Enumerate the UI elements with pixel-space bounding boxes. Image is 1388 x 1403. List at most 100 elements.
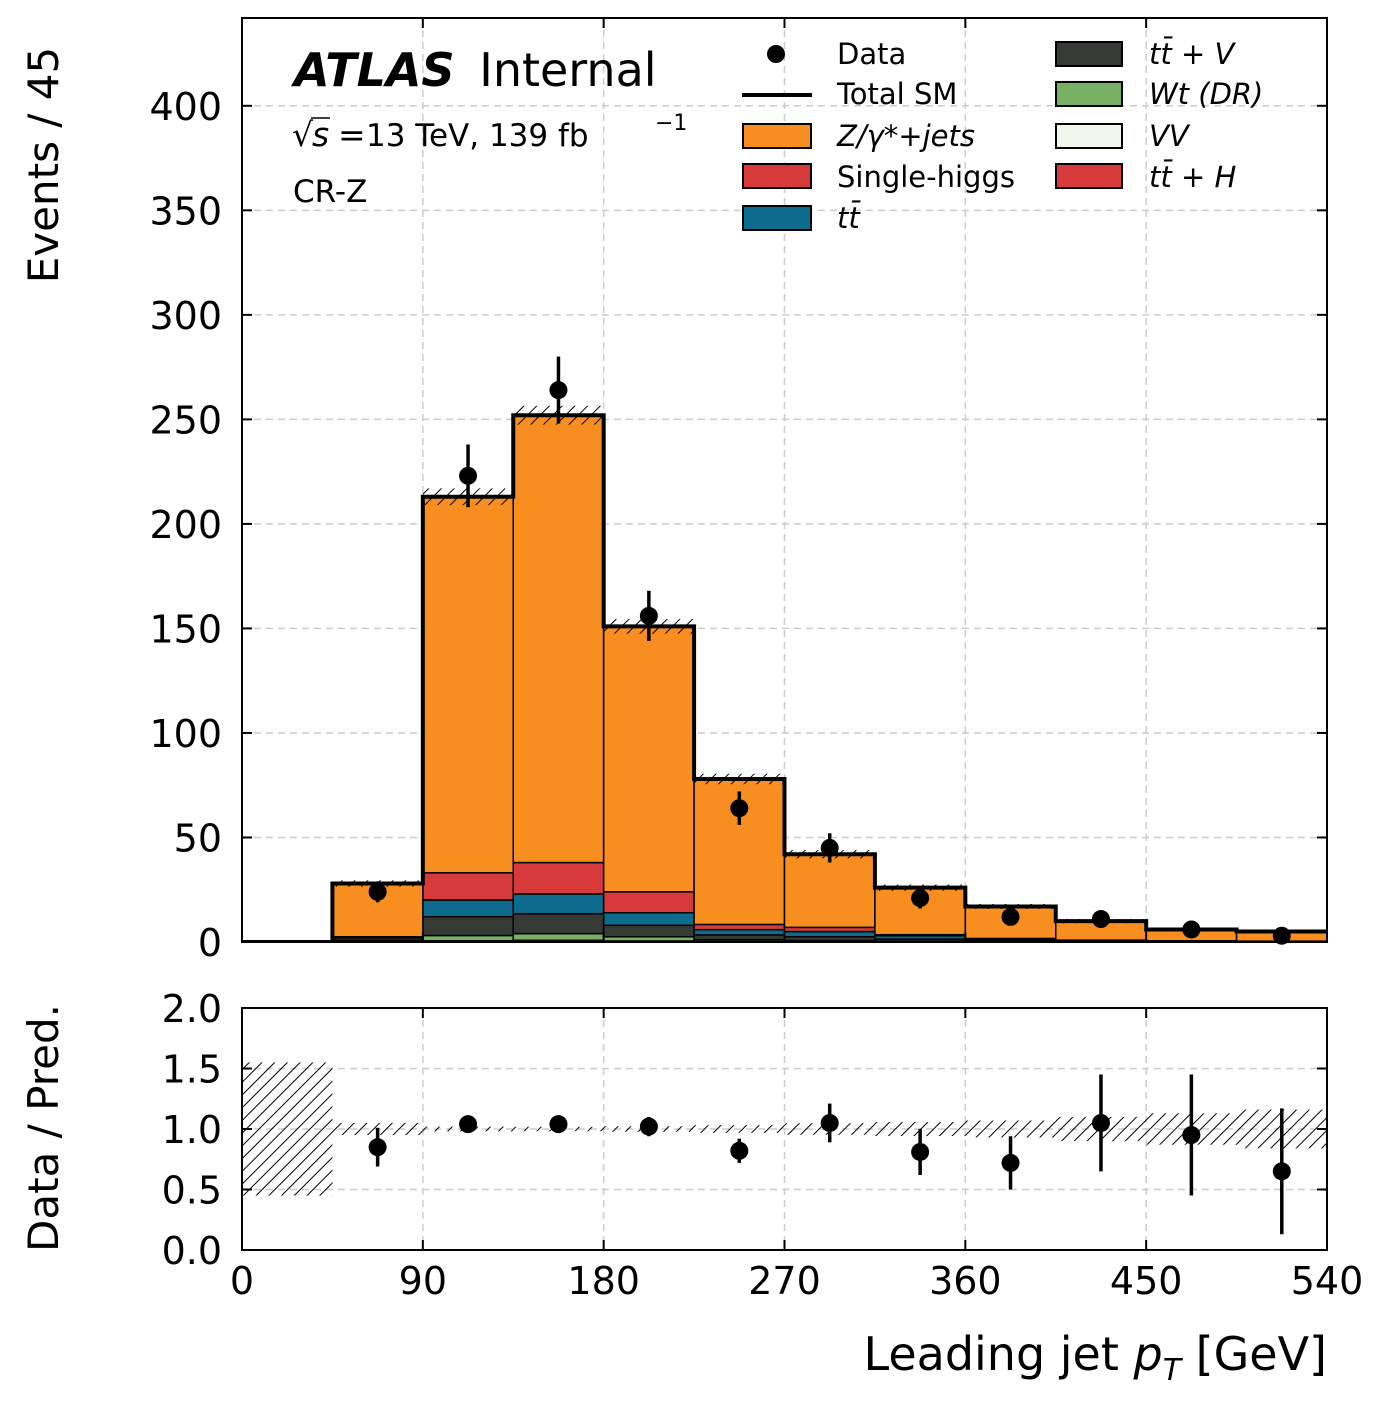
stack-bar xyxy=(783,853,876,929)
y-tick-label: 350 xyxy=(149,189,222,233)
x-tick-label: 450 xyxy=(1110,1259,1183,1303)
data-point xyxy=(368,882,387,901)
legend-entry-zjets: Z/γ*+jets xyxy=(742,119,975,153)
data-point xyxy=(1001,907,1020,926)
x-axis-label: Leading jet pT [GeV] xyxy=(864,1327,1327,1388)
y-axis-label-main: Events / 45 xyxy=(19,47,68,284)
stack-bar xyxy=(422,934,515,942)
data-point xyxy=(639,606,658,625)
y-tick-label: 0 xyxy=(198,921,222,965)
stack-bar xyxy=(693,923,786,931)
experiment-label: ATLAS Internal √ s = 13 TeV, 139 fb −1 C… xyxy=(291,43,687,210)
y-tick-label-ratio: 1.5 xyxy=(162,1048,222,1092)
y-tick-label: 300 xyxy=(149,294,222,338)
data-point xyxy=(1272,926,1291,945)
data-point xyxy=(911,889,930,908)
total-sm-outline xyxy=(242,413,1327,942)
svg-text:ATLAS Internal: ATLAS Internal xyxy=(291,43,657,97)
ratio-band-empty-bin xyxy=(242,1062,333,1196)
data-point xyxy=(1182,920,1201,939)
region-label: CR-Z xyxy=(293,174,367,210)
ratio-point xyxy=(911,1142,930,1161)
ratio-point xyxy=(1091,1113,1110,1132)
ratio-points xyxy=(368,1074,1291,1235)
svg-text:Data: Data xyxy=(837,37,906,71)
ratio-point xyxy=(639,1117,658,1136)
y-tick-label-ratio: 1.0 xyxy=(162,1108,222,1152)
main-panel: 0 50 100 150 200 250 300 350 400 xyxy=(149,17,1328,965)
ratio-point xyxy=(549,1115,568,1134)
stack-bar xyxy=(422,872,515,901)
stack-bar xyxy=(512,893,605,915)
y-tick-label-ratio: 0.0 xyxy=(162,1229,222,1273)
y-axis-label-ratio: Data / Pred. xyxy=(19,1004,68,1252)
y-tick-label: 100 xyxy=(149,712,222,756)
legend-entry-vv: VV xyxy=(1055,119,1191,153)
svg-text:VV: VV xyxy=(1149,119,1191,153)
y-tick-label: 200 xyxy=(149,503,222,547)
energy-lumi-label: √ s = 13 TeV, 139 fb −1 xyxy=(292,111,687,154)
lumi-exponent: −1 xyxy=(655,111,687,136)
x-tick-label: 0 xyxy=(230,1259,254,1303)
stack-bar xyxy=(512,861,605,895)
ratio-point xyxy=(1182,1126,1201,1145)
legend-entry-tth: tt̄ + H xyxy=(1055,160,1236,194)
ratio-band xyxy=(694,1125,785,1133)
x-tick-label: 270 xyxy=(748,1259,821,1303)
x-tick-label: 90 xyxy=(399,1259,447,1303)
ratio-point xyxy=(459,1115,478,1134)
stack-bar xyxy=(512,414,605,864)
legend-entry-ttv: tt̄ + V xyxy=(1055,37,1236,71)
y-tick-label-ratio: 2.0 xyxy=(162,987,222,1031)
atlas-label: ATLAS xyxy=(291,43,455,97)
stack-bar xyxy=(422,495,515,874)
stack-bar xyxy=(783,930,876,938)
y-tick-label: 400 xyxy=(149,85,222,129)
ratio-point xyxy=(1001,1153,1020,1172)
svg-text:tt̄: tt̄ xyxy=(837,201,861,235)
ratio-point xyxy=(820,1113,839,1132)
data-point xyxy=(820,838,839,857)
legend-entry-single-higgs: Single-higgs xyxy=(742,160,1015,194)
svg-text:=: = xyxy=(338,115,366,154)
data-point xyxy=(1091,910,1110,929)
total-sm-line xyxy=(242,413,1327,942)
legend: Data Total SM Z/γ*+jets Single-higgs tt̄… xyxy=(742,37,1263,235)
stack-bar xyxy=(512,932,605,942)
svg-text:Z/γ*+jets: Z/γ*+jets xyxy=(836,119,975,153)
stack-bar xyxy=(602,625,695,893)
svg-text:Single-higgs: Single-higgs xyxy=(837,160,1015,194)
svg-text:tt̄ + V: tt̄ + V xyxy=(1149,37,1236,71)
y-tick-label-ratio: 0.5 xyxy=(162,1169,222,1213)
ratio-point xyxy=(1272,1162,1291,1181)
ratio-point xyxy=(368,1138,387,1157)
legend-entry-wt: Wt (DR) xyxy=(1055,77,1263,111)
data-point xyxy=(459,466,478,485)
ratio-point xyxy=(730,1141,749,1160)
status-label: Internal xyxy=(479,43,656,97)
svg-text:Wt (DR): Wt (DR) xyxy=(1149,77,1263,111)
data-points xyxy=(368,356,1291,945)
svg-text:tt̄ + H: tt̄ + H xyxy=(1149,160,1236,194)
legend-entry-ttbar: tt̄ xyxy=(742,201,861,235)
ratio-panel: 0 90 180 270 360 450 540 0.0 0.5 1.0 1.5 2.0 xyxy=(162,987,1364,1303)
stack-bar xyxy=(602,911,695,927)
x-tick-label: 180 xyxy=(567,1259,640,1303)
stack-bar xyxy=(693,928,786,936)
x-tick-label: 360 xyxy=(929,1259,1002,1303)
stack-bar xyxy=(602,891,695,914)
legend-entry-data: Data xyxy=(767,37,906,71)
stack-bar xyxy=(512,913,605,935)
stack-bar xyxy=(602,924,695,938)
main-axis-ticks: 0 50 100 150 200 250 300 350 400 xyxy=(149,18,1328,965)
svg-text:s: s xyxy=(312,115,329,154)
stack-bar xyxy=(422,899,515,918)
legend-entry-total-sm: Total SM xyxy=(742,77,957,111)
energy-lumi-text: 13 TeV, 139 fb xyxy=(366,118,589,154)
stack-bar xyxy=(422,915,515,937)
svg-text:Total SM: Total SM xyxy=(836,77,957,111)
ratio-axis-ticks: 0 90 180 270 360 450 540 0.0 0.5 1.0 1.5 2.0 xyxy=(162,987,1364,1303)
x-tick-label: 540 xyxy=(1291,1259,1364,1303)
y-tick-label: 250 xyxy=(149,398,222,442)
